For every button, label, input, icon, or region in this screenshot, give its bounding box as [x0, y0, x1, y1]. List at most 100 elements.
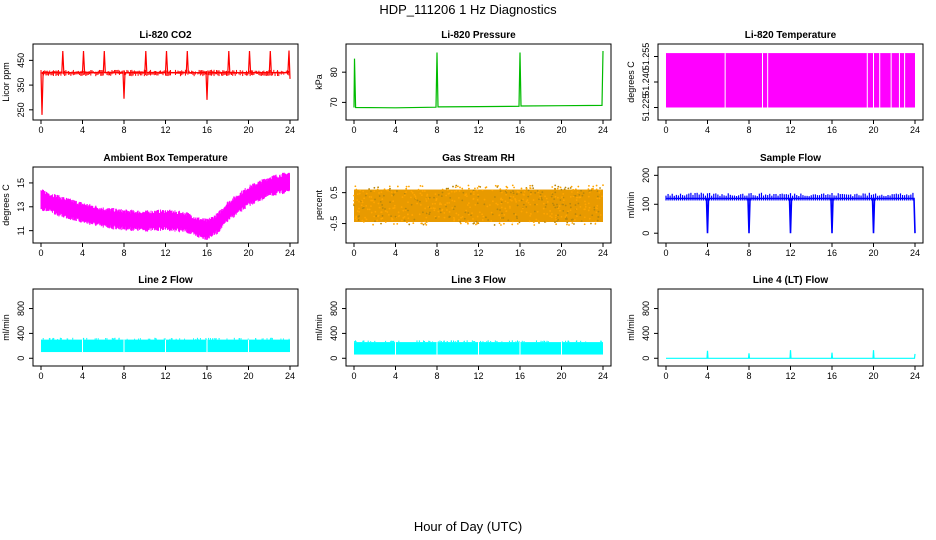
rh-point — [578, 193, 581, 196]
rh-point — [566, 211, 569, 214]
x-tick-label: 8 — [746, 125, 751, 135]
rh-point — [555, 218, 557, 221]
rh-point — [544, 206, 547, 208]
rh-point — [478, 211, 481, 214]
rh-point — [515, 201, 518, 203]
rh-point — [574, 213, 577, 215]
x-tick-label: 4 — [393, 248, 398, 258]
x-tick-label: 0 — [38, 371, 43, 381]
rh-point — [388, 185, 391, 188]
x-tick-label: 12 — [473, 125, 483, 135]
rh-point — [461, 187, 464, 190]
rh-point — [443, 212, 446, 214]
rh-point — [565, 214, 568, 217]
rh-point — [559, 209, 561, 212]
rh-point — [500, 191, 503, 194]
rh-point — [370, 199, 373, 202]
rh-point — [498, 214, 501, 216]
rh-point — [550, 216, 553, 219]
rh-point — [467, 202, 470, 205]
rh-point — [360, 204, 363, 207]
rh-point — [539, 193, 542, 196]
plot-frame — [345, 43, 612, 121]
x-tick-label: 12 — [160, 371, 170, 381]
rh-point — [518, 191, 520, 194]
rh-point — [574, 188, 577, 191]
rh-point — [520, 210, 523, 213]
rh-point — [545, 197, 548, 200]
x-tick-label: 12 — [785, 371, 795, 381]
rh-point — [471, 212, 473, 215]
x-tick-label: 20 — [243, 371, 253, 381]
rh-point — [428, 196, 431, 199]
rh-point — [541, 198, 543, 201]
x-tick-label: 0 — [663, 371, 668, 381]
rh-point — [387, 188, 390, 191]
x-tick-label: 24 — [285, 371, 295, 381]
rh-point — [536, 203, 538, 206]
rh-point — [388, 189, 391, 191]
rh-point — [437, 215, 440, 218]
rh-point — [380, 222, 382, 225]
x-tick-label: 0 — [351, 248, 356, 258]
rh-point — [377, 215, 379, 218]
rh-point — [505, 210, 508, 213]
rh-point — [545, 203, 548, 206]
rh-point — [537, 191, 540, 194]
rh-point — [500, 217, 503, 219]
rh-point — [423, 190, 426, 193]
rh-point — [410, 196, 412, 199]
rh-point — [487, 219, 490, 221]
x-tick-label: 20 — [556, 248, 566, 258]
panel-4: Ambient Box Temperature degrees C 0 4 8 12 16 2… — [1, 153, 299, 258]
y-tick-label: 800 — [329, 301, 339, 316]
y-axis-label: ml/min — [626, 314, 636, 341]
panel-8: Line 3 Flow ml/min 0 4 8 12 16 20 24 0 400 800 — [314, 275, 612, 381]
rh-point — [383, 188, 386, 191]
rh-point — [559, 199, 562, 201]
rh-point — [564, 218, 567, 220]
rh-point — [403, 219, 406, 222]
rh-point — [448, 216, 451, 219]
rh-point — [359, 189, 361, 192]
x-tick-label: 8 — [746, 371, 751, 381]
rh-point — [522, 198, 524, 201]
rh-point — [500, 202, 503, 205]
rh-point — [465, 195, 468, 198]
rh-point — [402, 209, 405, 212]
rh-point — [576, 196, 578, 199]
rh-point — [459, 186, 461, 189]
rh-point — [410, 203, 413, 206]
rh-point — [481, 189, 484, 192]
x-tick-label: 4 — [705, 125, 710, 135]
rh-point — [579, 214, 582, 217]
rh-point — [469, 206, 471, 209]
rh-point — [505, 189, 508, 191]
rh-point — [411, 191, 414, 194]
rh-point — [552, 204, 555, 207]
rh-point — [496, 186, 499, 188]
rh-point — [529, 184, 532, 187]
rh-point — [451, 199, 454, 202]
rh-point — [365, 205, 368, 207]
rh-point — [567, 187, 570, 190]
rh-point — [373, 186, 376, 189]
rh-point — [445, 194, 448, 197]
rh-point — [484, 216, 487, 219]
rh-point — [366, 208, 369, 211]
rh-point — [569, 209, 572, 212]
x-tick-label: 8 — [434, 125, 439, 135]
rh-point — [378, 192, 380, 194]
rh-point — [441, 191, 444, 194]
rh-point — [538, 222, 540, 224]
rh-point — [434, 202, 437, 205]
rh-point — [448, 201, 451, 204]
rh-point — [520, 199, 523, 202]
rh-point — [554, 216, 557, 219]
panel-title: Ambient Box Temperature — [103, 153, 228, 164]
rh-point — [587, 202, 590, 205]
rh-point — [496, 203, 499, 206]
x-tick-label: 8 — [434, 248, 439, 258]
rh-point — [374, 210, 377, 213]
figure-title: HDP_111206 1 Hz Diagnostics — [379, 2, 557, 17]
